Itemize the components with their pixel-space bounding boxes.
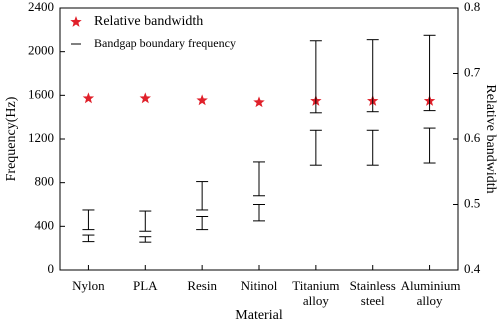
y-axis-label: Frequency(Hz) (4, 96, 19, 181)
x-tick-label: Resin (187, 278, 217, 293)
y-tick-label: 2400 (28, 0, 54, 14)
y2-tick-label: 0.5 (464, 195, 480, 210)
x-tick-label: Nitinol (240, 278, 278, 293)
x-tick-label: Nylon (72, 278, 105, 293)
y2-axis-label: Relative bandwidth (483, 84, 498, 193)
legend-marker (70, 16, 82, 27)
legend-label: Relative bandwidth (94, 14, 203, 29)
bandwidth-star (139, 92, 151, 104)
y-tick-label: 1600 (28, 86, 54, 101)
y-tick-label: 0 (48, 261, 55, 276)
legend-label: Bandgap boundary frequency (94, 36, 236, 50)
y2-tick-label: 0.8 (464, 0, 480, 14)
y2-tick-label: 0.6 (464, 130, 481, 145)
x-axis-label: Material (235, 308, 283, 323)
bandwidth-star (82, 92, 95, 104)
y-tick-label: 800 (35, 174, 55, 189)
x-tick-label: Stainless steel (349, 278, 396, 308)
y2-tick-label: 0.4 (464, 261, 481, 276)
x-tick-label: PLA (133, 278, 158, 293)
x-tick-label: Titanium alloy (292, 278, 340, 308)
x-tick-label: Aluminium alloy (400, 278, 461, 308)
y-tick-label: 2000 (28, 43, 54, 58)
y-tick-label: 400 (35, 217, 55, 232)
y2-tick-label: 0.7 (464, 64, 481, 79)
bandwidth-star (253, 96, 265, 108)
y-tick-label: 1200 (28, 130, 54, 145)
bandwidth-star (196, 94, 208, 106)
